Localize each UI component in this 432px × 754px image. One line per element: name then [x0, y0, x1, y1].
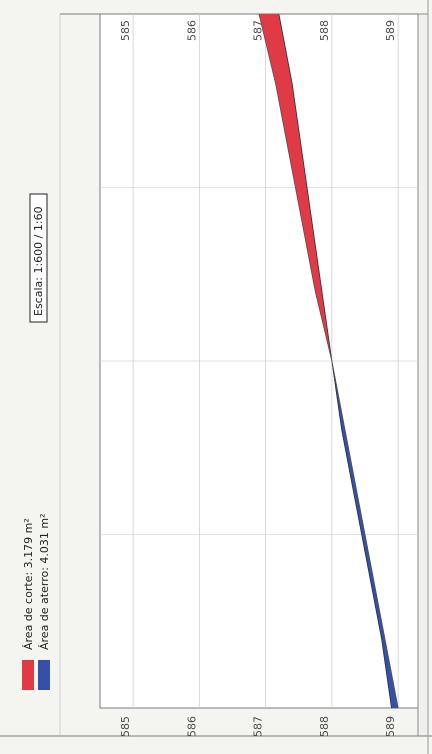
legend-label-fill: Área de aterro: 4.031 m²: [38, 513, 51, 650]
right-tick-label-586: 586: [185, 20, 198, 41]
tick-layer: 589 589 588 588 587 587 586 586 585 585: [119, 20, 397, 737]
left-tick-label-586: 586: [185, 716, 198, 737]
left-tick-label-588: 588: [318, 716, 331, 737]
legend-label-cut: Área de corte: 3.179 m²: [22, 518, 35, 650]
scale-box: Escala: 1:600 / 1:60: [29, 193, 48, 323]
right-tick-label-588: 588: [318, 20, 331, 41]
legend-swatch-cut: [22, 660, 34, 690]
scale-box-border: [29, 193, 48, 323]
series-layer: [258, 13, 399, 709]
right-tick-label-587: 587: [252, 20, 265, 41]
legend: Área de corte: 3.179 m² Área de aterro: …: [22, 513, 51, 690]
right-tick-label-589: 589: [384, 20, 397, 41]
right-tick-label-585: 585: [119, 20, 132, 41]
legend-swatch-fill: [38, 660, 50, 690]
left-tick-label-589: 589: [384, 716, 397, 737]
scale-label: Escala: 1:600 / 1:60: [32, 206, 45, 316]
left-tick-label-585: 585: [119, 716, 132, 737]
left-tick-label-587: 587: [252, 716, 265, 737]
page-edge-frame: [417, 13, 429, 737]
series-line-projeto: [258, 13, 399, 709]
